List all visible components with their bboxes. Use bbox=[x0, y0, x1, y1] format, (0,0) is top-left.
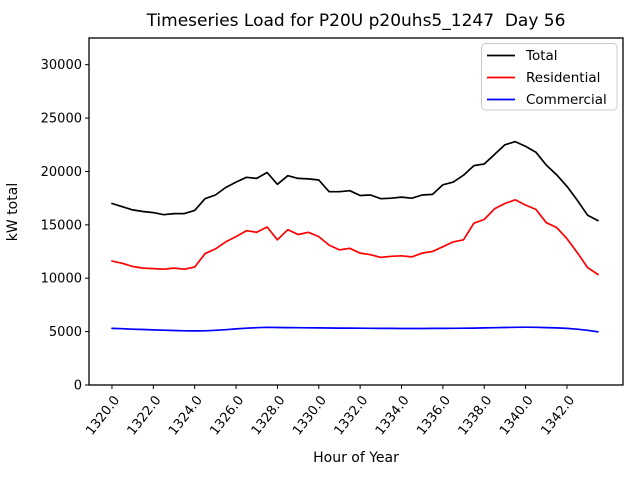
x-tick-label: 1330.0 bbox=[290, 393, 330, 438]
x-tick-label: 1336.0 bbox=[414, 393, 454, 438]
x-tick-label: 1334.0 bbox=[373, 393, 413, 438]
y-tick-label: 15000 bbox=[41, 218, 82, 233]
legend-label-total: Total bbox=[525, 48, 558, 64]
y-tick-label: 25000 bbox=[41, 112, 82, 127]
series-line-commercial bbox=[111, 326, 599, 333]
x-tick-label: 1324.0 bbox=[166, 393, 206, 438]
legend-label-commercial: Commercial bbox=[526, 92, 607, 108]
y-tick-label: 20000 bbox=[41, 165, 82, 180]
y-tick-label: 30000 bbox=[41, 58, 82, 73]
legend-box bbox=[481, 43, 618, 111]
chart-title: Timeseries Load for P20U p20uhs5_1247 Da… bbox=[146, 11, 566, 31]
series-line-total bbox=[111, 140, 599, 222]
y-tick-label: 0 bbox=[74, 379, 82, 394]
x-tick-label: 1322.0 bbox=[125, 393, 165, 438]
legend-label-residential: Residential bbox=[526, 70, 600, 86]
x-tick-label: 1320.0 bbox=[83, 393, 123, 438]
x-tick-label: 1326.0 bbox=[207, 393, 247, 438]
y-tick-label: 10000 bbox=[41, 272, 82, 287]
y-axis-label: kW total bbox=[5, 183, 21, 241]
series-lines bbox=[111, 140, 599, 333]
x-tick-label: 1342.0 bbox=[538, 393, 578, 438]
x-tick-label: 1328.0 bbox=[249, 393, 289, 438]
x-tick-label: 1338.0 bbox=[456, 393, 496, 438]
legend: Total Residential Commercial bbox=[481, 43, 618, 111]
x-tick-label: 1332.0 bbox=[331, 393, 371, 438]
plot-frame bbox=[88, 37, 624, 386]
x-axis-label: Hour of Year bbox=[313, 450, 399, 466]
series-line-residential bbox=[111, 198, 599, 276]
y-tick-label: 5000 bbox=[49, 325, 82, 340]
x-tick-label: 1340.0 bbox=[497, 393, 537, 438]
